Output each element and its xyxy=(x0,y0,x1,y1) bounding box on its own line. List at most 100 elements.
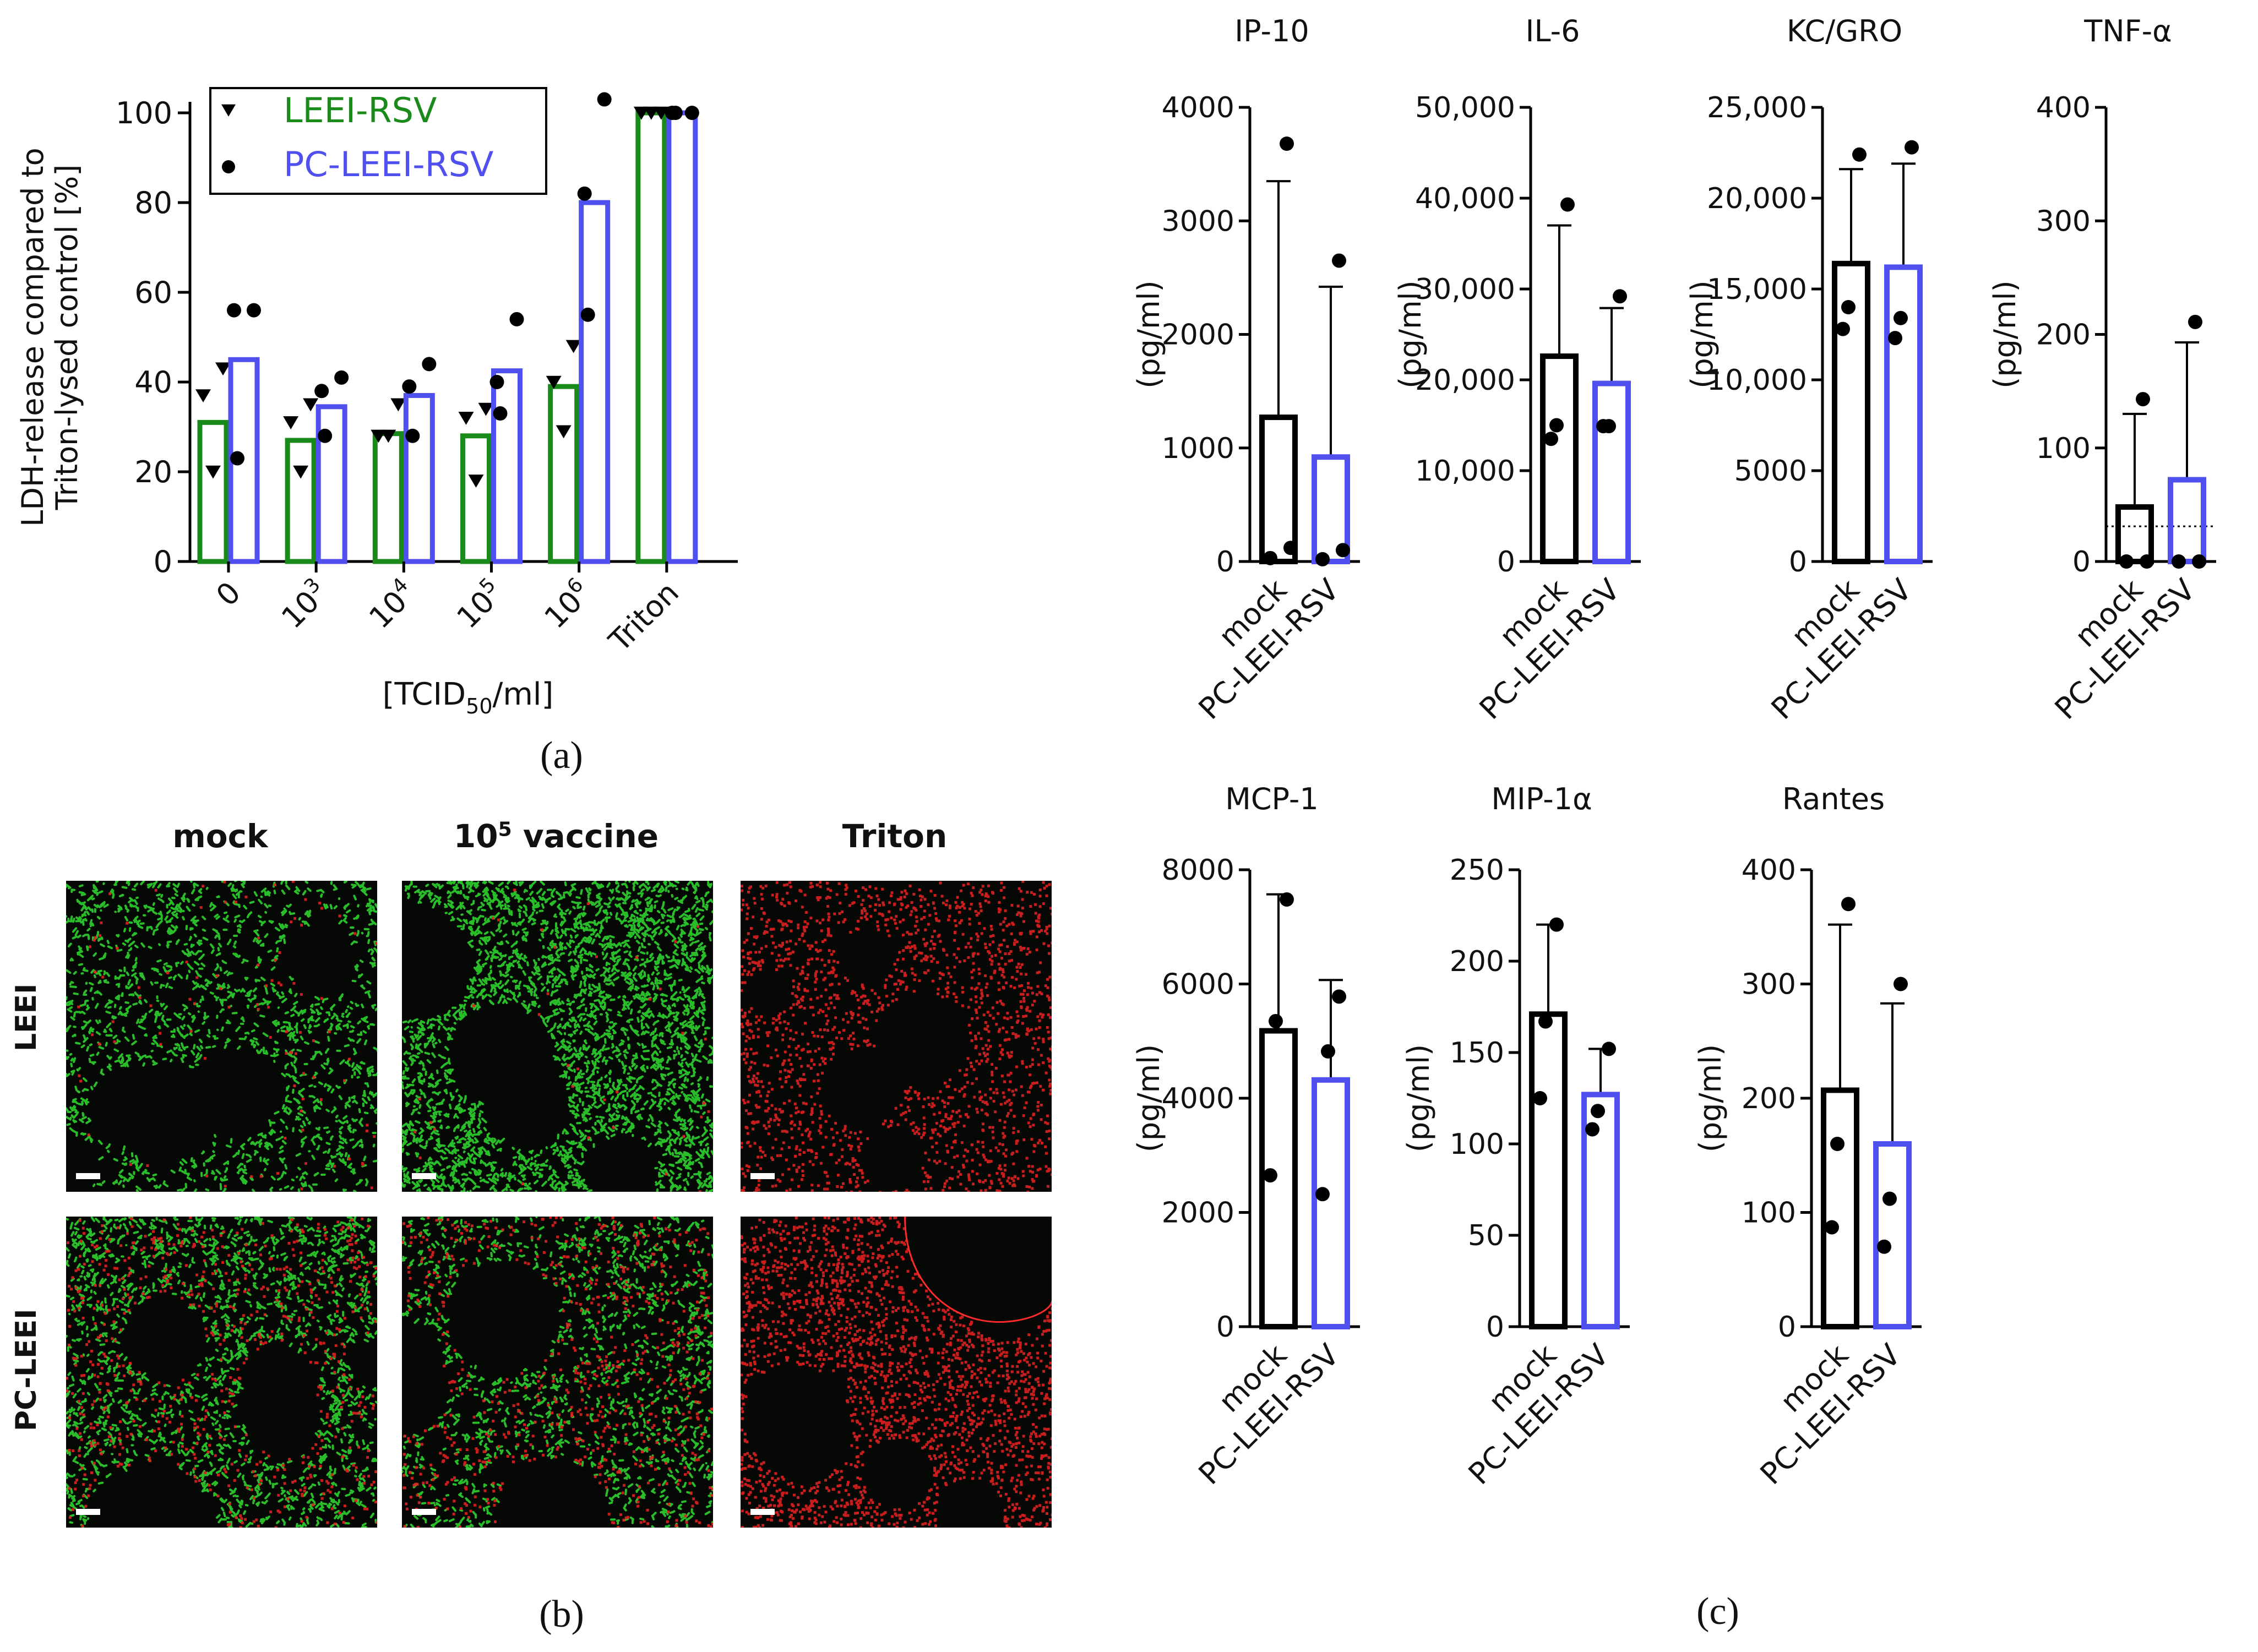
bar-pc-leei-rsv xyxy=(1581,1092,1620,1329)
point-leei-rsv xyxy=(303,398,319,412)
point-leei-rsv xyxy=(556,425,572,439)
data-point xyxy=(1841,300,1856,314)
bar-leei-rsv xyxy=(548,384,580,564)
y-tick-label: 200 xyxy=(2036,319,2091,352)
chart-title: MCP-1 xyxy=(1225,782,1319,816)
bar-mock xyxy=(2115,504,2154,564)
micrograph-pc-leei-vaccine xyxy=(402,1217,713,1528)
y-tick-label: 20 xyxy=(134,455,172,489)
y-tick-label: 200 xyxy=(1450,945,1504,978)
y-tick-label: 0 xyxy=(1497,546,1515,579)
bar-pc-leei-rsv xyxy=(1873,1141,1912,1329)
micrograph-texture xyxy=(402,881,713,1192)
data-point xyxy=(1315,552,1330,566)
chart-title: IP-10 xyxy=(1234,14,1309,48)
y-tick-label: 60 xyxy=(134,275,172,310)
data-point xyxy=(1596,419,1610,434)
cytokine-chart-mip-1-: MIP-1α050100150200250(pg/ml)mockPC-LEEI-… xyxy=(1401,782,1630,1491)
data-point xyxy=(1894,977,1908,991)
legend-label-pc-leei-rsv: PC-LEEI-RSV xyxy=(284,144,493,184)
bar-leei-rsv xyxy=(197,419,229,564)
x-tick-label: Triton xyxy=(602,575,685,659)
data-point xyxy=(1263,1168,1277,1183)
point-leei-rsv xyxy=(195,389,211,403)
red-nuclei-signal xyxy=(413,888,710,1192)
bar-mock xyxy=(1529,1011,1568,1329)
y-tick-label: 0 xyxy=(1486,1311,1504,1344)
point-pc-leei-rsv xyxy=(668,106,683,120)
y-tick-label: 5000 xyxy=(1734,455,1807,488)
col-header-mock: mock xyxy=(172,817,268,855)
green-tissue-signal xyxy=(402,881,713,1192)
data-point xyxy=(1321,1044,1335,1059)
y-tick-label: 2000 xyxy=(1162,1197,1234,1230)
y-tick-label: 3000 xyxy=(1162,205,1234,238)
y-tick-label: 0 xyxy=(1216,1311,1234,1344)
cytokine-chart-kc-gro: KC/GRO 0 5000 10,000 15,000 20,000 25,000 (pg/m… xyxy=(1685,14,1933,726)
y-tick-label: 1000 xyxy=(1162,432,1234,465)
y-tick-label: 40 xyxy=(134,365,172,400)
bar-mock xyxy=(1259,1028,1298,1329)
y-tick-label: 0 xyxy=(154,544,172,579)
data-point xyxy=(2140,554,2154,569)
micrograph-texture xyxy=(66,881,377,1192)
data-point xyxy=(1585,1122,1599,1137)
data-point xyxy=(1283,541,1298,555)
chart-title: Rantes xyxy=(1782,782,1885,816)
point-pc-leei-rsv xyxy=(580,307,595,322)
scale-bar xyxy=(750,1509,775,1515)
bar-mock xyxy=(1832,260,1870,564)
bar-pc-leei-rsv xyxy=(315,404,347,564)
y-tick-label: 150 xyxy=(1450,1037,1504,1070)
point-leei-rsv xyxy=(293,465,309,479)
bar-mock xyxy=(1259,415,1298,564)
legend-box xyxy=(209,87,547,195)
micrograph-texture xyxy=(741,881,1052,1192)
cytokine-chart-rantes: Rantes0100200300400(pg/ml)mockPC-LEEI-RS… xyxy=(1693,782,1922,1491)
point-leei-rsv xyxy=(215,362,231,376)
bar-leei-rsv xyxy=(635,110,667,564)
y-axis-label: (pg/ml) xyxy=(1693,1044,1728,1153)
bar-pc-leei-rsv xyxy=(403,392,435,564)
y-tick-label: 2000 xyxy=(1162,319,1234,352)
bar-pc-leei-rsv xyxy=(2168,477,2206,564)
y-tick-label: 100 xyxy=(2036,432,2091,465)
point-pc-leei-rsv xyxy=(577,186,592,201)
y-tick-label: 20,000 xyxy=(1415,364,1515,397)
panel-label-b: (b) xyxy=(539,1593,584,1635)
data-point xyxy=(1280,137,1294,151)
y-axis-label: (pg/ml) xyxy=(1393,280,1428,389)
y-tick-label: 80 xyxy=(134,186,172,220)
y-axis-label: (pg/ml) xyxy=(1131,280,1166,389)
data-point xyxy=(1591,1104,1605,1119)
micrograph-leei-vaccine xyxy=(402,881,713,1192)
y-tick-label: 4000 xyxy=(1162,91,1234,124)
row-header-leei: LEEI xyxy=(10,983,43,1051)
data-point xyxy=(1332,989,1346,1004)
point-pc-leei-rsv xyxy=(422,357,437,372)
cytokine-chart-ip-10: IP-1001000200030004000(pg/ml)mockPC-LEEI… xyxy=(1131,14,1360,726)
data-point xyxy=(1263,550,1277,565)
data-point xyxy=(1544,432,1558,446)
bar-pc-leei-rsv xyxy=(1312,454,1350,564)
y-axis-label: (pg/ml) xyxy=(1988,280,2022,389)
legend-marker-pc-leei-rsv xyxy=(222,160,235,173)
bar-pc-leei-rsv xyxy=(491,368,523,564)
point-pc-leei-rsv xyxy=(334,370,349,385)
data-point xyxy=(1549,418,1564,433)
point-leei-rsv xyxy=(546,375,562,389)
data-point xyxy=(2192,554,2206,569)
micrograph-texture xyxy=(66,1217,377,1528)
data-point xyxy=(2136,392,2150,407)
y-axis-label: LDH-release compared toTriton-lysed cont… xyxy=(15,148,84,526)
data-point xyxy=(1533,1091,1547,1105)
y-tick-label: 0 xyxy=(2072,546,2091,579)
data-point xyxy=(1332,253,1346,268)
col-header-triton: Triton xyxy=(842,817,948,855)
data-point xyxy=(1841,897,1856,912)
data-point xyxy=(1836,321,1850,336)
y-tick-label: 30,000 xyxy=(1415,273,1515,306)
data-point xyxy=(1830,1137,1845,1151)
cytokine-chart-mcp-1: MCP-102000400060008000(pg/ml)mockPC-LEEI… xyxy=(1131,782,1360,1491)
vessel-lumen xyxy=(906,1217,1052,1321)
